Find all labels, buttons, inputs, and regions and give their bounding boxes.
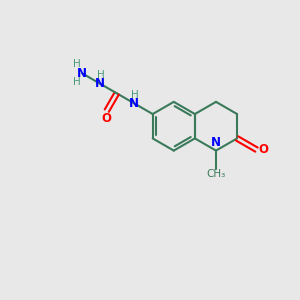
Text: N: N — [129, 97, 139, 110]
Text: N: N — [94, 77, 104, 90]
Text: O: O — [258, 143, 268, 156]
Text: N: N — [211, 136, 221, 149]
Text: CH₃: CH₃ — [206, 169, 226, 179]
Text: H: H — [73, 77, 81, 88]
Text: O: O — [102, 112, 112, 125]
Text: H: H — [131, 90, 139, 100]
Text: H: H — [97, 70, 104, 80]
Text: N: N — [77, 67, 87, 80]
Text: H: H — [73, 59, 81, 69]
